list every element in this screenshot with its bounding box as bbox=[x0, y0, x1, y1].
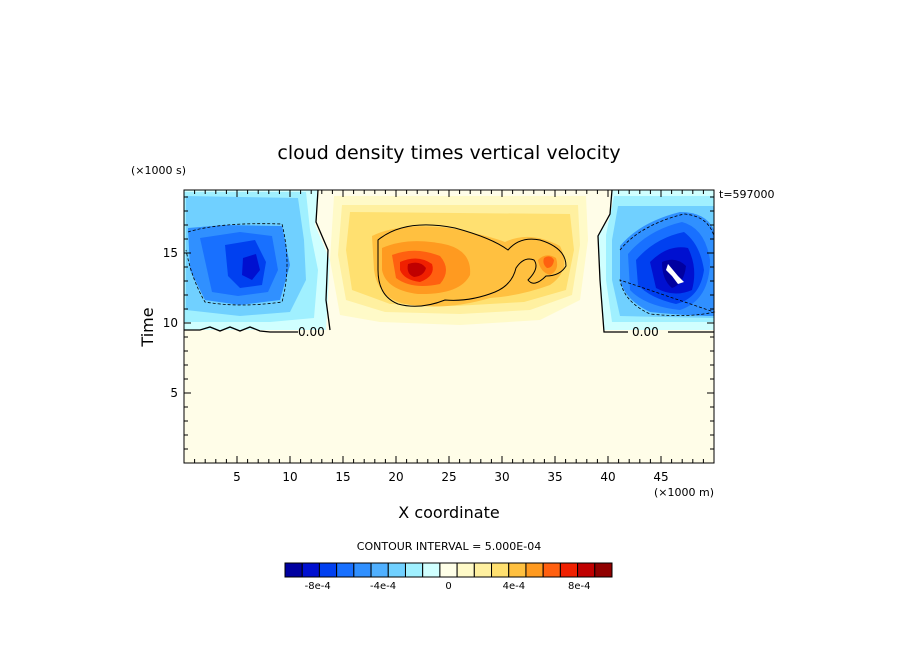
colorbar-swatch bbox=[559, 562, 579, 578]
colorbar-swatch bbox=[439, 562, 458, 578]
x-tick-label: 40 bbox=[600, 470, 615, 484]
neg-right-white-notch bbox=[666, 264, 684, 284]
colorbar-tick-label: -8e-4 bbox=[305, 581, 331, 592]
zero-contour-right bbox=[597, 189, 714, 333]
zero-contour-left bbox=[184, 189, 331, 333]
colorbar-swatch bbox=[284, 562, 303, 578]
colorbar-swatch bbox=[318, 562, 338, 578]
x-tick-label: 25 bbox=[441, 470, 456, 484]
x-tick-label: 45 bbox=[653, 470, 668, 484]
y-axis: 5 10 15 bbox=[163, 196, 714, 450]
chart-title: cloud density times vertical velocity bbox=[277, 142, 620, 164]
colorbar-swatch bbox=[456, 562, 475, 578]
colorbar-swatch bbox=[353, 562, 372, 578]
colorbar-swatch bbox=[336, 562, 355, 578]
contour-interval-text: CONTOUR INTERVAL = 5.000E-04 bbox=[357, 540, 541, 553]
colorbar-tick-label: -4e-4 bbox=[370, 581, 396, 592]
neg-right-dashed-contour bbox=[619, 213, 716, 316]
colorbar-swatch bbox=[491, 562, 510, 578]
neg-left-dashed-contour bbox=[185, 223, 288, 306]
colorbar-tick-label: 4e-4 bbox=[503, 581, 526, 592]
colorbar-swatch bbox=[422, 562, 441, 578]
zero-contour-label-right: 0.00 bbox=[632, 325, 659, 339]
x-tick-label: 30 bbox=[494, 470, 509, 484]
x-tick-label: 15 bbox=[335, 470, 350, 484]
pos-contour bbox=[377, 224, 567, 307]
colorbar-tick-label: 0 bbox=[445, 581, 451, 592]
colorbar-swatch bbox=[301, 562, 320, 578]
colorbar-swatch bbox=[508, 562, 527, 578]
neg-left-core bbox=[242, 254, 260, 280]
pos-secondary-core bbox=[543, 256, 554, 268]
y-tick-label: 5 bbox=[170, 386, 178, 400]
positive-region-center bbox=[330, 196, 588, 325]
colorbar-swatch bbox=[525, 562, 544, 578]
x-tick-label: 5 bbox=[233, 470, 241, 484]
x-tick-label: 20 bbox=[388, 470, 403, 484]
negative-region-right bbox=[598, 190, 716, 330]
colorbar-swatch bbox=[542, 562, 561, 578]
negative-region-left bbox=[184, 190, 330, 330]
x-unit-label: (×1000 m) bbox=[654, 486, 714, 499]
x-axis: 5 10 15 20 25 30 35 40 45 bbox=[194, 190, 704, 484]
y-tick-label: 10 bbox=[163, 316, 178, 330]
colorbar: -8e-4 -4e-4 0 4e-4 8e-4 bbox=[284, 562, 613, 592]
zero-contour-label-left: 0.00 bbox=[298, 325, 325, 339]
x-tick-label: 35 bbox=[547, 470, 562, 484]
colorbar-swatch bbox=[370, 562, 389, 578]
y-axis-label: Time bbox=[138, 307, 157, 347]
time-stamp: t=597000 bbox=[719, 188, 775, 201]
y-unit-label: (×1000 s) bbox=[131, 164, 186, 177]
x-axis-label: X coordinate bbox=[398, 503, 499, 522]
x-tick-label: 10 bbox=[282, 470, 297, 484]
y-tick-label: 15 bbox=[163, 246, 178, 260]
colorbar-swatch bbox=[473, 562, 493, 578]
plot-area: 0.00 0.00 bbox=[183, 189, 716, 464]
colorbar-swatch bbox=[387, 562, 406, 578]
colorbar-swatch bbox=[577, 562, 596, 578]
pos-core bbox=[407, 262, 426, 277]
colorbar-tick-label: 8e-4 bbox=[568, 581, 591, 592]
colorbar-swatch bbox=[404, 562, 424, 578]
colorbar-swatch bbox=[594, 562, 613, 578]
